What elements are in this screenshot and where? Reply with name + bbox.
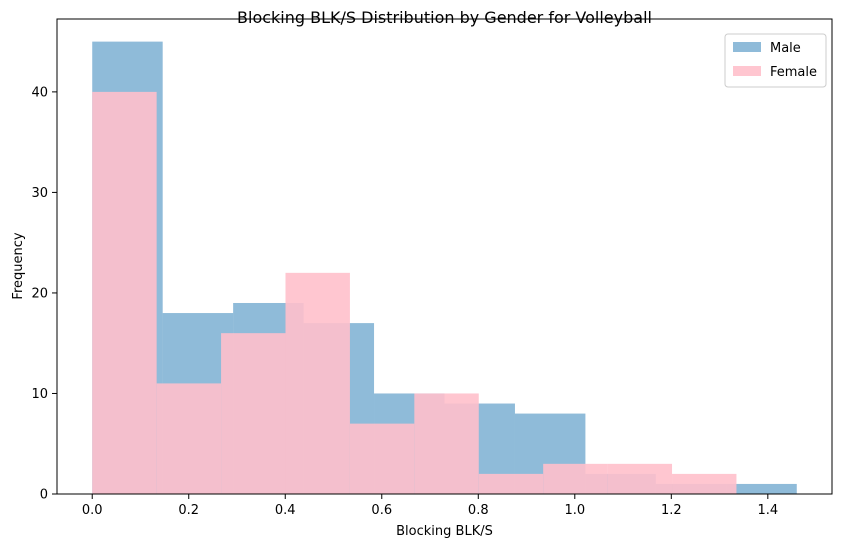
x-tick-label: 1.2 [661, 503, 682, 518]
series-female [92, 91, 737, 494]
bar-female-3 [285, 272, 350, 494]
x-axis: 0.0 0.2 0.4 0.6 0.8 1.0 1.2 1.4 [82, 494, 778, 518]
legend: Male Female [724, 33, 827, 88]
bar-female-7 [543, 463, 608, 494]
bar-female-6 [478, 473, 544, 494]
bar-female-9 [672, 473, 737, 494]
legend-swatch-male [733, 42, 761, 52]
legend-label-female: Female [770, 65, 817, 80]
bar-female-0 [92, 91, 157, 494]
bar-female-8 [607, 463, 673, 494]
y-tick-label: 30 [31, 186, 48, 201]
y-tick-label: 0 [40, 488, 48, 503]
bar-female-1 [156, 383, 222, 494]
y-tick-label: 40 [31, 85, 48, 100]
bar-female-5 [414, 393, 479, 494]
bar-female-2 [221, 333, 286, 494]
x-tick-label: 0.8 [468, 503, 489, 518]
y-axis-label: Frequency [11, 232, 26, 299]
legend-label-male: Male [770, 41, 801, 56]
x-axis-label: Blocking BLK/S [396, 524, 493, 539]
bars-layer [92, 41, 797, 494]
y-tick-label: 20 [31, 286, 48, 301]
x-tick-label: 1.0 [564, 503, 585, 518]
bar-female-4 [349, 423, 415, 494]
plot-frame [56, 18, 833, 495]
x-tick-label: 0.0 [82, 503, 103, 518]
y-tick-label: 10 [31, 387, 48, 402]
x-tick-label: 0.6 [371, 503, 392, 518]
legend-swatch-female [733, 66, 761, 76]
x-tick-label: 0.2 [178, 503, 199, 518]
y-axis: 0 10 20 30 40 [31, 85, 57, 503]
x-tick-label: 0.4 [275, 503, 296, 518]
x-tick-label: 1.4 [757, 503, 778, 518]
chart-title: Blocking BLK/S Distribution by Gender fo… [237, 8, 652, 27]
bar-male-9 [726, 483, 797, 494]
